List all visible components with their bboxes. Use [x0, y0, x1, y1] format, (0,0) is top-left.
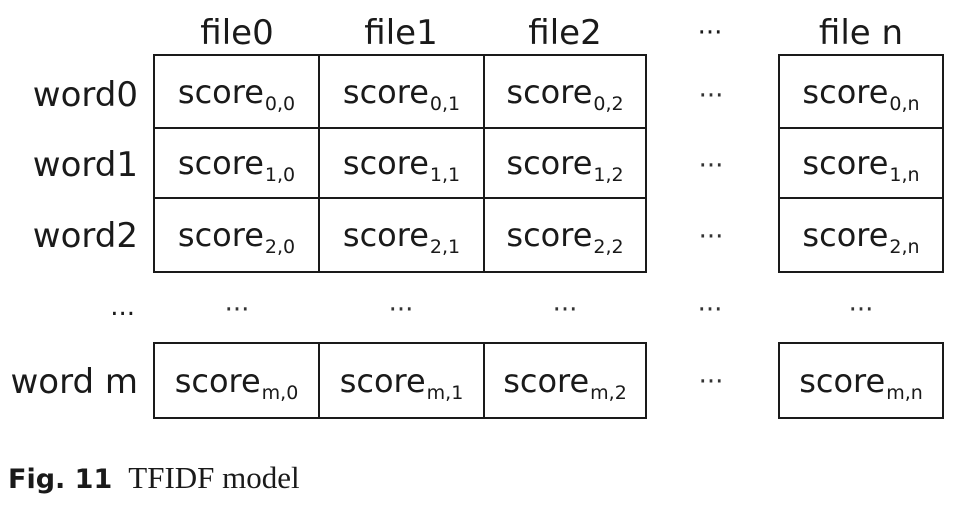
- score-label: score: [506, 216, 593, 254]
- score-cell: score m,0: [153, 342, 320, 419]
- row-header-word0: word0: [32, 75, 138, 115]
- score-cell: score 2,0: [153, 197, 320, 273]
- score-cell: score 0,2: [483, 54, 647, 129]
- horizontal-ellipsis: ···: [698, 367, 724, 397]
- score-cell: score 1,1: [318, 127, 485, 199]
- score-cell: score m,2: [483, 342, 647, 419]
- figure-title: TFIDF model: [128, 460, 300, 495]
- score-cell: score 0,n: [778, 54, 944, 129]
- score-cell: score 2,2: [483, 197, 647, 273]
- score-label: score: [506, 144, 593, 182]
- score-label: score: [802, 72, 889, 111]
- score-subscript: 1,n: [889, 164, 920, 186]
- vertical-ellipsis: ···: [388, 295, 414, 325]
- score-subscript: m,1: [426, 381, 464, 404]
- score-label: score: [802, 216, 889, 254]
- score-label: score: [342, 72, 429, 111]
- score-subscript: 1,2: [593, 164, 624, 186]
- score-label: score: [342, 144, 429, 182]
- vertical-ellipsis: ···: [224, 295, 250, 325]
- score-subscript: 0,2: [593, 92, 624, 115]
- score-subscript: 2,2: [593, 236, 624, 258]
- figure-caption: Fig. 11 TFIDF model: [8, 462, 300, 494]
- score-label: score: [802, 144, 889, 182]
- score-label: score: [506, 72, 593, 111]
- score-subscript: 0,n: [889, 92, 920, 115]
- score-subscript: m,n: [886, 381, 923, 404]
- row-header-word-m: word m: [10, 362, 139, 402]
- score-label: score: [503, 361, 590, 400]
- score-cell: score 1,2: [483, 127, 647, 199]
- score-subscript: m,0: [261, 381, 299, 404]
- score-subscript: 1,1: [429, 164, 461, 186]
- score-label: score: [177, 72, 264, 111]
- score-subscript: m,2: [590, 381, 627, 404]
- figure-number: Fig. 11: [8, 464, 113, 495]
- row-header-word1: word1: [32, 145, 138, 185]
- score-cell: score 0,1: [318, 54, 485, 129]
- score-cell: score m,1: [318, 342, 485, 419]
- score-cell: score 2,1: [318, 197, 485, 273]
- horizontal-ellipsis: ···: [698, 222, 724, 252]
- score-subscript: 0,1: [429, 92, 461, 115]
- score-subscript: 2,1: [429, 236, 461, 258]
- score-label: score: [177, 144, 264, 182]
- horizontal-ellipsis: ···: [698, 151, 724, 181]
- vertical-ellipsis: ···: [697, 295, 723, 325]
- score-label: score: [799, 361, 886, 400]
- column-header-file2: file2: [528, 13, 602, 53]
- score-cell: score 2,n: [778, 197, 944, 273]
- vertical-ellipsis: ···: [848, 295, 874, 325]
- score-subscript: 2,n: [889, 236, 920, 258]
- score-cell: score 0,0: [153, 54, 320, 129]
- score-cell: score 1,n: [778, 127, 944, 199]
- column-header-file-n: file n: [818, 13, 904, 53]
- score-subscript: 0,0: [264, 92, 296, 115]
- score-cell: score m,n: [778, 342, 944, 419]
- score-label: score: [174, 361, 261, 400]
- score-label: score: [342, 216, 429, 254]
- horizontal-ellipsis: ···: [698, 81, 724, 111]
- score-subscript: 2,0: [264, 236, 296, 258]
- score-cell: score 1,0: [153, 127, 320, 199]
- score-label: score: [339, 361, 426, 400]
- row-header-word2: word2: [32, 216, 138, 256]
- column-header-file1: file1: [364, 13, 438, 53]
- row-header-ellipsis: ...: [110, 292, 135, 322]
- score-label: score: [177, 216, 264, 254]
- column-header-file0: file0: [200, 13, 274, 53]
- column-header-ellipsis: ···: [697, 18, 723, 48]
- score-subscript: 1,0: [264, 164, 296, 186]
- vertical-ellipsis: ···: [552, 295, 578, 325]
